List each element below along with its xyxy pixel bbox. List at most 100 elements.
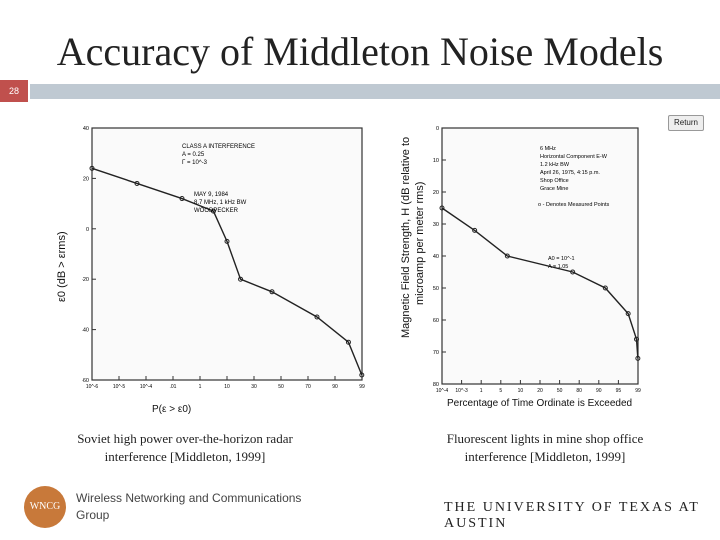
left-legend-1: CLASS A INTERFERENCE [182,144,255,150]
right-legend-2: Horizontal Component E-W [540,154,608,160]
data-point [634,336,640,342]
right-data-points [439,205,641,361]
right-plot-ylabel-1: Magnetic Field Strength, H (dB relative … [400,136,412,338]
left-legend-2: A = 0.25 [182,152,205,158]
x-tick-label: 95 [616,388,622,394]
right-annotation-2: A = 1.05 [548,264,568,270]
right-legend-6: Grace Mine [540,186,568,192]
header-band [30,84,720,99]
right-x-ticks: 10^-4 10^-3 1 5 10 20 50 80 90 95 99 [436,380,641,394]
y-tick-label: 40 [433,254,439,260]
data-point [269,289,275,295]
data-point [210,208,216,214]
university-wordmark: THE UNIVERSITY OF TEXAS AT AUSTIN [444,500,700,531]
data-point [625,311,631,317]
left-model-curve [91,167,363,376]
y-tick-label: 70 [433,350,439,356]
data-point [238,276,244,282]
left-plot-ylabel: ε0 (dB > εrms) [56,231,68,302]
left-plot: 40 20 0 -20 -40 -60 10^-6 10^-5 10^-4 .01 1 10 30 50… [82,122,382,392]
right-annotation-1: A0 = 10^-1 [548,256,575,262]
y-tick-label: -20 [82,277,89,283]
x-tick-label: 10^-3 [455,388,468,394]
right-plot: 0 10 20 30 40 50 60 70 80 10^-4 10^-3 1 5 10 20 50 80 90… [430,122,702,394]
x-tick-label: 99 [635,388,641,394]
x-tick-label: 1 [480,388,483,394]
footer-org-line1: Wireless Networking and Communications [76,491,302,505]
left-x-ticks: 10^-6 10^-5 10^-4 .01 1 10 30 50 70 90 99 [86,376,365,390]
y-tick-label: 20 [433,190,439,196]
x-tick-label: 30 [251,384,257,390]
return-button[interactable]: Return [668,115,704,131]
y-tick-label: -40 [82,328,89,334]
y-tick-label: 0 [86,227,89,233]
y-tick-label: 40 [83,126,89,132]
right-y-ticks: 0 10 20 30 40 50 60 70 80 [433,126,446,388]
footer-org-line2: Group [76,508,110,522]
x-tick-label: 99 [359,384,365,390]
left-data-points [89,165,365,378]
x-tick-label: 20 [537,388,543,394]
left-annotation-2: 8.7 MHz, 1 kHz BW [194,200,247,206]
data-point [602,285,608,291]
x-tick-label: 10 [518,388,524,394]
y-tick-label: 10 [433,158,439,164]
y-tick-label: 80 [433,382,439,388]
x-tick-label: 1 [199,384,202,390]
x-tick-label: 70 [305,384,311,390]
y-tick-label: 30 [433,222,439,228]
y-tick-label: 60 [433,318,439,324]
data-point [570,269,576,275]
x-tick-label: 90 [332,384,338,390]
left-y-ticks: 40 20 0 -20 -40 -60 [82,126,96,384]
x-tick-label: 10^-5 [113,384,126,390]
data-point [314,314,320,320]
footer-org: Wireless Networking and Communications G… [76,490,356,524]
x-tick-label: 10^-4 [436,388,449,394]
right-legend-4: April 26, 1975, 4:15 p.m. [540,170,600,176]
data-point [224,238,230,244]
left-caption: Soviet high power over-the-horizon radar… [40,430,330,466]
right-legend-5: Shop Office [540,178,569,184]
y-tick-label: 0 [436,126,439,132]
data-point [439,205,445,211]
data-point [345,339,351,345]
wncg-logo: WNCG [24,486,66,528]
data-point [635,355,641,361]
x-tick-label: 50 [278,384,284,390]
x-tick-label: 10^-6 [86,384,99,390]
x-tick-label: 10 [224,384,230,390]
x-tick-label: 5 [499,388,502,394]
slide-number: 28 [0,80,28,102]
data-point [89,165,95,171]
right-model-curve [441,207,639,359]
right-legend-3: 1.2 kHz BW [540,162,570,168]
x-tick-label: 80 [576,388,582,394]
right-legend-1: 6 MHz [540,146,556,152]
right-plot-ylabel-2: microamp per meter rms) [414,181,426,305]
x-tick-label: .01 [170,384,177,390]
x-tick-label: 50 [557,388,563,394]
data-point [134,180,140,186]
y-tick-label: 20 [83,176,89,182]
right-caption-line1: Fluorescent lights in mine shop office [446,431,644,446]
left-plot-xlabel: P(ε > ε0) [152,404,192,415]
right-legend-marker: o - Denotes Measured Points [538,202,609,208]
left-annotation-1: MAY 9, 1984 [194,192,229,198]
data-point [504,253,510,259]
right-plot-xlabel: Percentage of Time Ordinate is Exceeded [447,398,633,409]
left-annotation-3: WOODPECKER [194,208,239,214]
x-tick-label: 90 [596,388,602,394]
data-point [179,196,185,202]
x-tick-label: 10^-4 [140,384,153,390]
data-point [359,372,365,378]
data-point [472,227,478,233]
y-tick-label: -60 [82,378,89,384]
left-legend-3: Γ = 10^-3 [182,160,208,166]
left-caption-line1: Soviet high power over-the-horizon radar [77,431,293,446]
right-caption: Fluorescent lights in mine shop office i… [400,430,690,466]
right-caption-line2: interference [Middleton, 1999] [464,449,626,464]
slide-title: Accuracy of Middleton Noise Models [56,29,664,74]
y-tick-label: 50 [433,286,439,292]
left-caption-line2: interference [Middleton, 1999] [104,449,266,464]
